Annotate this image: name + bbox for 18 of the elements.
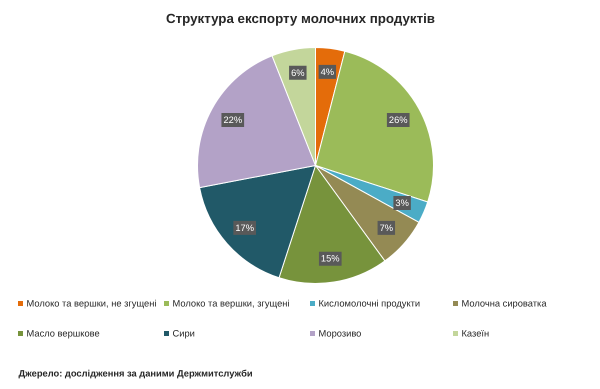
legend-label: Морозиво xyxy=(318,328,362,338)
legend-label: Сири xyxy=(172,328,195,338)
data-label: 3% xyxy=(395,198,409,208)
data-label: 7% xyxy=(380,222,394,233)
data-label: 4% xyxy=(320,66,334,77)
legend-label: Казеїн xyxy=(462,328,490,338)
legend-label: Молоко та вершки, згущені xyxy=(172,298,290,308)
legend-label: Масло вершкове xyxy=(26,328,100,338)
data-label: 6% xyxy=(291,68,305,78)
text: Джерело: дослідження за даними Держмитслужби xyxy=(18,368,253,378)
legend-label: Кисломолочні продукти xyxy=(318,298,420,308)
data-label: 22% xyxy=(223,115,242,126)
chart-title: Структура експорту молочних продуктів xyxy=(166,11,435,26)
legend-label: Молоко та вершки, не згущені xyxy=(26,298,156,308)
legend-label: Молочна сироватка xyxy=(462,298,548,308)
data-label: 17% xyxy=(235,222,254,233)
data-label: 26% xyxy=(388,115,408,126)
data-label: 15% xyxy=(320,254,340,264)
